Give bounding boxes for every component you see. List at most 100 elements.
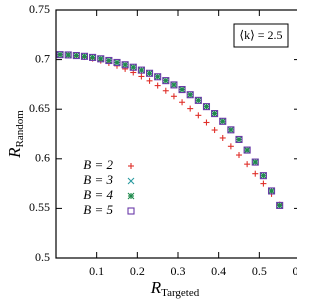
- data-point: [129, 63, 137, 71]
- x-tick-label: 0.5: [252, 264, 267, 278]
- marker-square: [154, 73, 162, 81]
- data-point: [121, 61, 129, 69]
- marker-stroke: [81, 52, 88, 60]
- legend-label: B = 5: [83, 202, 113, 217]
- marker-square: [170, 81, 178, 89]
- marker-stroke: [146, 69, 153, 77]
- data-point: [178, 86, 186, 93]
- marker-stroke: [194, 96, 202, 104]
- x-tick-label: 0.6: [293, 264, 298, 278]
- marker-stroke: [203, 103, 210, 111]
- data-point: [235, 135, 243, 144]
- data-point: [235, 136, 243, 143]
- marker-square: [259, 172, 267, 180]
- data-point: [194, 96, 202, 104]
- marker-square: [97, 55, 105, 63]
- data-point: [64, 51, 72, 59]
- data-point: [186, 91, 194, 99]
- marker-stroke: [178, 86, 186, 93]
- x-axis-label: RTargeted: [150, 278, 200, 299]
- data-point: [260, 172, 267, 180]
- data-point: [162, 87, 169, 94]
- legend-marker: [128, 163, 134, 169]
- legend-marker: [127, 207, 135, 215]
- marker-square: [113, 58, 121, 67]
- marker-square: [64, 51, 72, 59]
- data-point: [211, 127, 218, 134]
- x-axis-label-sub: Targeted: [161, 287, 200, 299]
- marker-stroke: [154, 73, 162, 81]
- y-axis-label-main: R: [5, 147, 24, 159]
- data-point: [178, 86, 186, 94]
- marker-square: [186, 91, 194, 99]
- data-point: [244, 161, 251, 168]
- legend-marker: [127, 177, 135, 185]
- data-point: [89, 54, 96, 61]
- marker-stroke: [97, 55, 105, 63]
- data-point: [251, 158, 259, 166]
- annotation-box: [233, 23, 289, 48]
- data-point: [276, 202, 284, 209]
- data-point: [260, 180, 267, 187]
- data-point: [154, 73, 162, 81]
- x-tick-label: 0.2: [130, 264, 145, 278]
- marker-stroke: [127, 192, 135, 200]
- data-point: [72, 52, 80, 59]
- marker-stroke: [243, 146, 251, 154]
- marker-square: [80, 52, 89, 60]
- data-point: [121, 61, 129, 69]
- marker-stroke: [105, 57, 113, 64]
- page: ⟨k⟩ = 2.5 0.5 0.55 0.6 0.65 0.7 0.75 0.1 0.2 0.3…: [4, 1, 298, 299]
- marker-square: [267, 187, 276, 195]
- y-tick-label: 0.7: [35, 51, 50, 65]
- data-point: [203, 103, 210, 111]
- data-point: [227, 126, 235, 134]
- data-point: [64, 51, 72, 59]
- data-point: [170, 93, 177, 100]
- data-point: [56, 51, 64, 59]
- data-point: [138, 66, 145, 74]
- data-point: [170, 81, 178, 89]
- data-point: [251, 158, 259, 166]
- data-point: [203, 119, 210, 126]
- data-point: [154, 73, 162, 81]
- legend-label: B = 2: [83, 157, 113, 172]
- marker-square: [105, 56, 113, 65]
- marker-stroke: [121, 61, 129, 69]
- data-point: [154, 82, 161, 89]
- marker-square: [178, 86, 186, 94]
- marker-stroke: [72, 52, 80, 59]
- data-point: [145, 69, 154, 77]
- data-point: [267, 187, 276, 195]
- marker-square: [243, 146, 251, 154]
- marker-stroke: [276, 202, 284, 209]
- data-point: [268, 187, 275, 195]
- data-point: [186, 91, 194, 99]
- legend-label: B = 4: [83, 187, 113, 202]
- marker-square: [129, 63, 137, 71]
- data-point: [219, 117, 227, 125]
- y-tick-label: 0.6: [35, 151, 50, 165]
- data-point: [227, 126, 235, 134]
- data-point: [243, 146, 251, 154]
- x-tick-label: 0.3: [171, 264, 186, 278]
- data-point: [138, 73, 145, 80]
- data-point: [113, 58, 121, 67]
- marker-square: [162, 77, 170, 85]
- data-point: [227, 143, 234, 150]
- data-point: [211, 110, 218, 117]
- marker-stroke: [227, 126, 235, 134]
- marker-stroke: [260, 172, 267, 180]
- y-tick-label: 0.65: [29, 101, 50, 115]
- y-axis-label: RRandom: [5, 110, 26, 159]
- marker-square: [137, 66, 145, 74]
- y-tick-label: 0.5: [35, 250, 50, 264]
- marker-stroke: [64, 51, 72, 59]
- marker-stroke: [127, 177, 135, 185]
- marker-stroke: [89, 54, 96, 61]
- x-tick-label: 0.4: [211, 264, 226, 278]
- data-point: [162, 77, 170, 85]
- data-point: [276, 201, 284, 209]
- data-point: [80, 52, 89, 60]
- marker-square: [227, 126, 235, 134]
